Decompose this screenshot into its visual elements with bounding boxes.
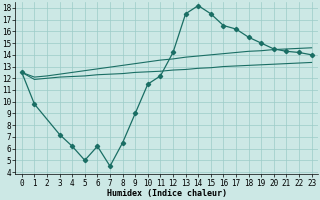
X-axis label: Humidex (Indice chaleur): Humidex (Indice chaleur) bbox=[107, 189, 227, 198]
